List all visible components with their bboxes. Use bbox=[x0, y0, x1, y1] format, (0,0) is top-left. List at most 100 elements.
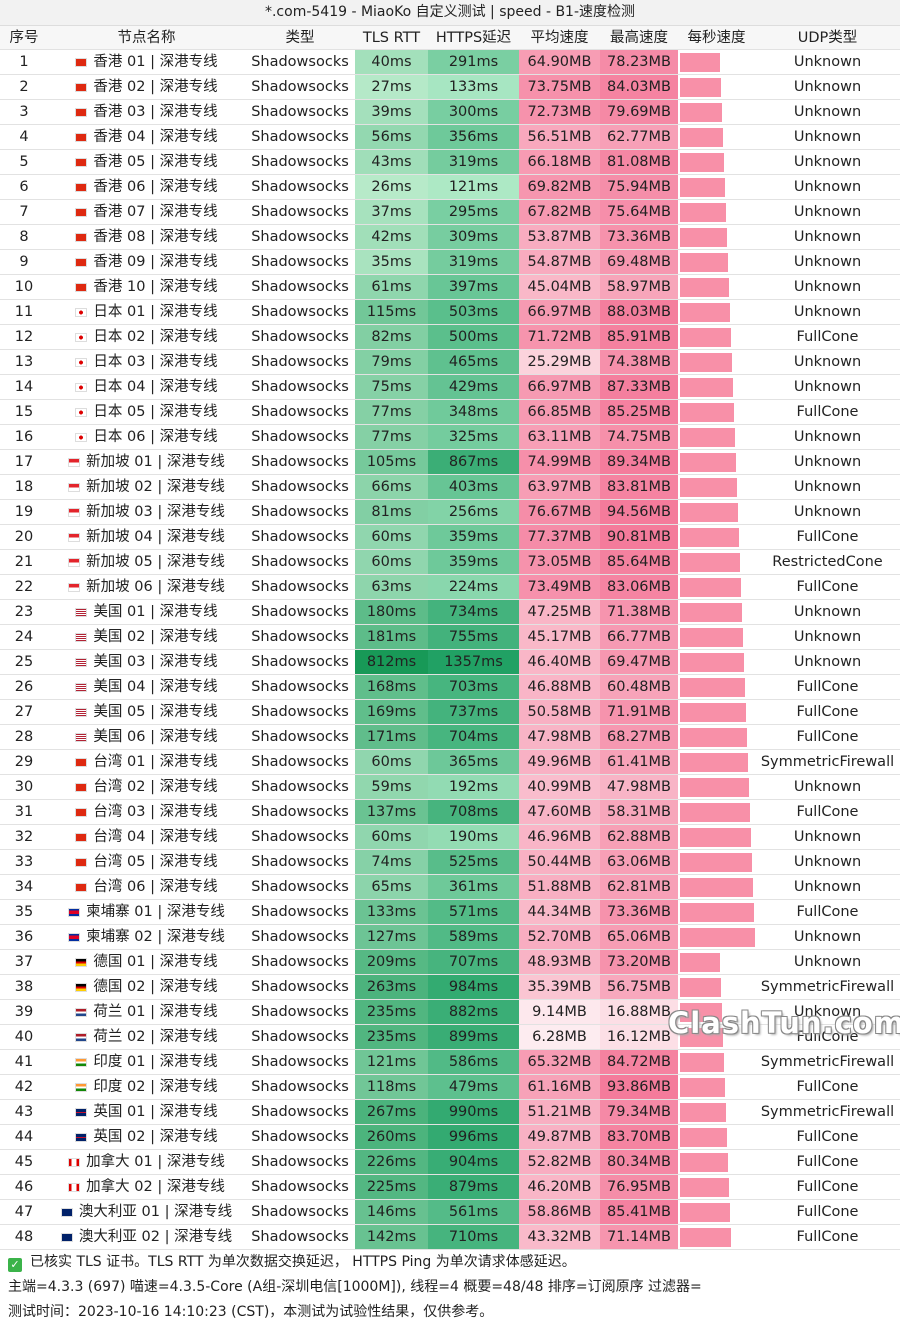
table-cell: 359ms bbox=[428, 525, 519, 549]
flag-icon bbox=[60, 1232, 73, 1242]
node-name: 香港 03 | 深港专线 bbox=[93, 104, 218, 120]
table-cell: Shadowsocks bbox=[251, 429, 349, 445]
node-name: 英国 02 | 深港专线 bbox=[93, 1129, 218, 1145]
table-cell: 香港 01 | 深港专线 bbox=[48, 50, 245, 74]
table-cell: 88.03MB bbox=[600, 300, 678, 324]
table-cell: 87.33MB bbox=[600, 375, 678, 399]
table-cell: 996ms bbox=[428, 1125, 519, 1149]
redacted-block bbox=[680, 203, 726, 222]
table-cell: 16.12MB bbox=[600, 1025, 678, 1049]
redacted-block bbox=[680, 453, 736, 472]
table-cell: 26 bbox=[14, 679, 34, 695]
table-row: 27 美国 05 | 深港专线 Shadowsocks 169ms 737ms 50.58… bbox=[0, 700, 900, 725]
table-cell: 81ms bbox=[355, 500, 428, 524]
table-cell: 83.81MB bbox=[600, 475, 678, 499]
flag-icon bbox=[75, 157, 88, 167]
table-cell: 43ms bbox=[355, 150, 428, 174]
table-cell: 台湾 06 | 深港专线 bbox=[48, 875, 245, 899]
redacted-block bbox=[680, 778, 749, 797]
table-cell: 85.64MB bbox=[600, 550, 678, 574]
watermark: ClashTun.com bbox=[668, 1006, 900, 1040]
table-cell: 73.75MB bbox=[519, 75, 600, 99]
table-cell: 72.73MB bbox=[519, 100, 600, 124]
table-cell: 66.77MB bbox=[600, 625, 678, 649]
node-name: 美国 06 | 深港专线 bbox=[93, 729, 218, 745]
node-name: 台湾 06 | 深港专线 bbox=[93, 879, 218, 895]
header-cell: 最高速度 bbox=[610, 30, 668, 46]
flag-icon bbox=[68, 457, 81, 467]
table-cell: 171ms bbox=[355, 725, 428, 749]
table-cell: 香港 07 | 深港专线 bbox=[48, 200, 245, 224]
flag-icon bbox=[75, 1107, 88, 1117]
node-name: 美国 03 | 深港专线 bbox=[93, 654, 218, 670]
table-cell: 47.98MB bbox=[519, 725, 600, 749]
table-cell: 52.70MB bbox=[519, 925, 600, 949]
table-row: 16 日本 06 | 深港专线 Shadowsocks 77ms 325ms 63.11M… bbox=[0, 425, 900, 450]
table-cell: 34 bbox=[14, 879, 34, 895]
table-row: 1 香港 01 | 深港专线 Shadowsocks 40ms 291ms 64.90MB… bbox=[0, 50, 900, 75]
table-cell: 50.58MB bbox=[519, 700, 600, 724]
table-cell: 192ms bbox=[428, 775, 519, 799]
table-cell: 66.18MB bbox=[519, 150, 600, 174]
table-cell: 香港 03 | 深港专线 bbox=[48, 100, 245, 124]
redacted-block bbox=[680, 403, 734, 422]
table-cell: Shadowsocks bbox=[251, 529, 349, 545]
table-row: 4 香港 04 | 深港专线 Shadowsocks 56ms 356ms 56.51MB… bbox=[0, 125, 900, 150]
table-cell: Shadowsocks bbox=[251, 204, 349, 220]
table-cell: Unknown bbox=[793, 354, 862, 370]
node-name: 香港 04 | 深港专线 bbox=[93, 129, 218, 145]
table-cell: FullCone bbox=[796, 579, 859, 595]
table-cell: 85.41MB bbox=[600, 1200, 678, 1224]
table-cell: 46.20MB bbox=[519, 1175, 600, 1199]
table-cell: 226ms bbox=[355, 1150, 428, 1174]
table-cell: Unknown bbox=[793, 129, 862, 145]
redacted-block bbox=[680, 253, 728, 272]
table-cell: 74.99MB bbox=[519, 450, 600, 474]
flag-icon bbox=[68, 907, 81, 917]
table-cell: 33 bbox=[14, 854, 34, 870]
table-cell: Shadowsocks bbox=[251, 854, 349, 870]
table-cell: 43.32MB bbox=[519, 1225, 600, 1249]
table-cell: Shadowsocks bbox=[251, 1079, 349, 1095]
table-cell: 10 bbox=[14, 279, 34, 295]
table-cell: Shadowsocks bbox=[251, 679, 349, 695]
table-cell: 日本 05 | 深港专线 bbox=[48, 400, 245, 424]
table-cell: 710ms bbox=[428, 1225, 519, 1249]
flag-icon bbox=[75, 407, 88, 417]
table-cell: FullCone bbox=[796, 904, 859, 920]
table-cell: 73.49MB bbox=[519, 575, 600, 599]
table-cell: 56ms bbox=[355, 125, 428, 149]
table-cell: 75ms bbox=[355, 375, 428, 399]
table-cell: 82ms bbox=[355, 325, 428, 349]
table-cell: 印度 01 | 深港专线 bbox=[48, 1050, 245, 1074]
node-name: 新加坡 02 | 深港专线 bbox=[86, 479, 225, 495]
table-cell: 39ms bbox=[355, 100, 428, 124]
table-cell: Shadowsocks bbox=[251, 754, 349, 770]
table-cell: 348ms bbox=[428, 400, 519, 424]
redacted-block bbox=[680, 178, 725, 197]
flag-icon bbox=[75, 732, 88, 742]
flag-icon bbox=[68, 557, 81, 567]
redacted-block bbox=[680, 703, 746, 722]
table-cell: 77ms bbox=[355, 425, 428, 449]
table-cell: 香港 08 | 深港专线 bbox=[48, 225, 245, 249]
redacted-block bbox=[680, 503, 738, 522]
redacted-block bbox=[680, 103, 722, 122]
table-cell: 3 bbox=[19, 104, 29, 120]
table-cell: 79.69MB bbox=[600, 100, 678, 124]
table-cell: 22 bbox=[14, 579, 34, 595]
table-cell: 9.14MB bbox=[519, 1000, 600, 1024]
node-name: 德国 02 | 深港专线 bbox=[93, 979, 218, 995]
table-cell: 美国 04 | 深港专线 bbox=[48, 675, 245, 699]
node-name: 印度 02 | 深港专线 bbox=[93, 1079, 218, 1095]
table-cell: 63.97MB bbox=[519, 475, 600, 499]
window-title: *.com-5419 - MiaoKo 自定义测试 | speed - B1-速… bbox=[0, 0, 900, 25]
table-cell: 美国 03 | 深港专线 bbox=[48, 650, 245, 674]
table-cell: 62.77MB bbox=[600, 125, 678, 149]
node-name: 美国 02 | 深港专线 bbox=[93, 629, 218, 645]
table-row: 43 英国 01 | 深港专线 Shadowsocks 267ms 990ms 51.21… bbox=[0, 1100, 900, 1125]
table-cell: 台湾 04 | 深港专线 bbox=[48, 825, 245, 849]
check-icon: ✓ bbox=[8, 1258, 22, 1272]
table-row: 15 日本 05 | 深港专线 Shadowsocks 77ms 348ms 66.85M… bbox=[0, 400, 900, 425]
redacted-block bbox=[680, 653, 744, 672]
